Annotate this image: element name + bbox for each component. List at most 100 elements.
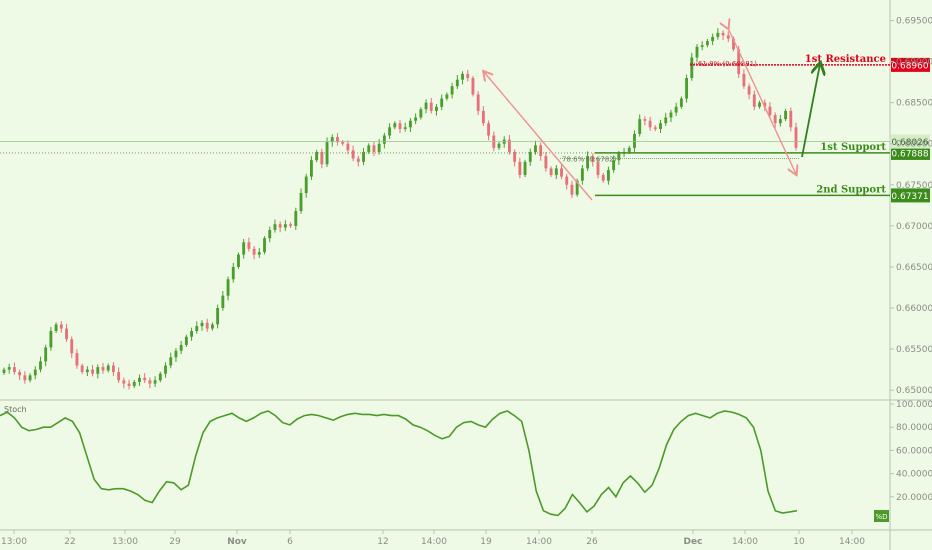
candle-body-69 [362, 151, 365, 162]
candle-body-4 [23, 375, 27, 381]
candle-137 [716, 28, 720, 40]
candle-100 [523, 159, 527, 178]
candle-48 [252, 246, 256, 260]
candle-body-48 [252, 248, 256, 255]
time-tick-label-1: 22 [64, 537, 75, 547]
candle-102 [534, 140, 537, 155]
candle-body-40 [210, 324, 214, 329]
candle-89 [466, 69, 470, 82]
candle-9 [49, 326, 53, 351]
candle-body-137 [716, 32, 720, 37]
price-tick-label-6: 0.66500 [896, 263, 932, 273]
candle-95 [497, 141, 501, 150]
candle-body-23 [122, 380, 126, 384]
candle-67 [351, 145, 355, 162]
candle-73 [382, 132, 386, 149]
candle-107 [560, 163, 563, 180]
candle-body-116 [606, 170, 610, 181]
candle-84 [440, 94, 444, 111]
candle-body-31 [164, 365, 167, 374]
candle-body-43 [226, 279, 230, 296]
candle-63 [330, 134, 334, 147]
candle-85 [445, 92, 449, 101]
candle-body-107 [560, 168, 563, 177]
candle-body-49 [257, 252, 261, 255]
candle-body-121 [633, 133, 636, 148]
stoch-label: Stoch [4, 405, 27, 414]
time-tick-label-6: 12 [377, 537, 388, 547]
candle-122 [638, 114, 642, 137]
projection-arrow-1 [484, 72, 593, 201]
candle-body-26 [138, 377, 141, 382]
candle-body-36 [190, 331, 194, 337]
candle-58 [304, 173, 308, 198]
candle-body-90 [471, 78, 475, 95]
candle-108 [565, 173, 569, 190]
candle-body-74 [388, 127, 392, 136]
candle-54 [283, 220, 287, 231]
candle-body-131 [685, 78, 689, 99]
candle-body-53 [278, 224, 282, 228]
candle-18 [96, 364, 100, 379]
candle-29 [153, 376, 157, 387]
candle-body-91 [476, 94, 480, 111]
time-tick-label-2: 13:00 [112, 537, 138, 547]
candle-body-98 [513, 151, 517, 162]
candle-body-115 [601, 174, 605, 181]
candle-body-93 [487, 123, 491, 136]
resistance-label: 1st Resistance [805, 54, 886, 65]
candle-14 [75, 349, 79, 369]
candle-53 [278, 221, 282, 233]
candle-body-109 [570, 184, 574, 195]
candle-115 [601, 172, 605, 183]
candle-body-50 [263, 238, 266, 253]
price-tick-label-0: 0.69500 [896, 17, 932, 27]
candle-16 [85, 366, 89, 377]
candle-body-89 [466, 73, 470, 79]
support2-value-box [891, 188, 930, 203]
time-tick-label-0: 13:00 [1, 537, 27, 547]
candle-1 [7, 363, 11, 374]
candle-68 [356, 155, 360, 167]
candle-body-150 [784, 110, 788, 120]
time-tick-label-10: 26 [586, 537, 598, 547]
candle-body-147 [768, 106, 772, 115]
candle-body-152 [794, 127, 798, 148]
candle-26 [138, 374, 141, 386]
candle-52 [273, 219, 277, 233]
candle-body-132 [690, 57, 694, 79]
projection-arrow-up [801, 64, 820, 158]
candle-body-65 [341, 142, 345, 144]
candle-body-32 [169, 357, 173, 366]
candle-body-0 [2, 369, 6, 373]
candle-body-126 [659, 123, 662, 129]
axes: 0.69500 0.69000 0.68500 0.68000 0.67500 0.670… [1, 17, 932, 547]
candle-body-14 [75, 353, 79, 366]
candle-69 [362, 147, 365, 166]
candle-body-67 [351, 150, 355, 159]
support1-value: 0.67888 [891, 149, 928, 159]
candle-body-59 [309, 160, 313, 177]
candle-98 [513, 149, 517, 167]
candle-body-58 [304, 176, 308, 194]
candle-131 [685, 74, 689, 103]
candle-body-110 [575, 180, 579, 195]
candle-body-66 [346, 143, 350, 151]
price-tick-label-8: 0.65500 [896, 345, 932, 355]
candle-body-106 [554, 168, 558, 175]
candle-34 [179, 340, 183, 355]
candle-30 [158, 371, 162, 383]
candle-125 [653, 125, 657, 132]
candle-body-104 [544, 156, 548, 169]
candle-body-51 [268, 229, 272, 239]
fib-618-label: 61.8% (0.68981) [698, 60, 757, 68]
candle-70 [367, 143, 371, 155]
candle-body-8 [44, 347, 48, 362]
candle-body-18 [96, 367, 100, 374]
candle-body-80 [419, 109, 423, 118]
candle-body-145 [758, 102, 761, 107]
time-tick-label-9: 14:00 [526, 537, 552, 547]
candle-123 [643, 116, 647, 126]
